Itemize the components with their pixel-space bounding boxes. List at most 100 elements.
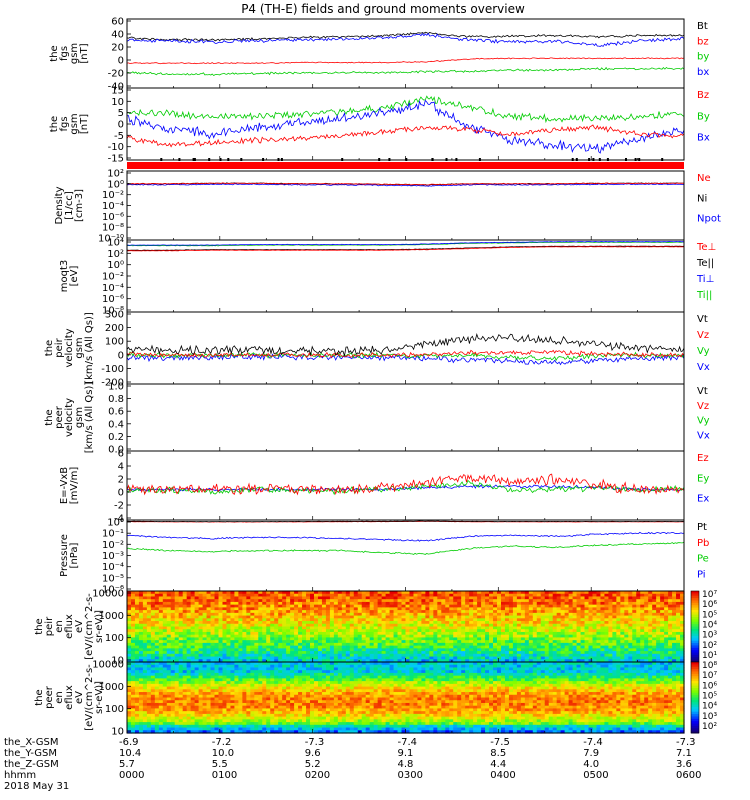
- heatmap-cell: [425, 623, 430, 628]
- heatmap-cell: [652, 631, 657, 636]
- heatmap-cell: [246, 678, 251, 682]
- heatmap-cell: [158, 678, 164, 682]
- heatmap-cell: [130, 692, 136, 696]
- heatmap-cell: [127, 640, 132, 644]
- heatmap-cell: [158, 727, 164, 731]
- heatmap-cell: [580, 626, 586, 630]
- heatmap-cell: [612, 631, 617, 636]
- heatmap-cell: [127, 681, 132, 685]
- heatmap-cell: [512, 653, 518, 658]
- heatmap-cell: [202, 653, 208, 658]
- heatmap-cell: [258, 599, 263, 603]
- heatmap-cell: [206, 629, 212, 633]
- heatmap-cell: [166, 601, 172, 606]
- heatmap-cell: [234, 604, 239, 608]
- heatmap-cell: [329, 640, 335, 644]
- heatmap-cell: [369, 648, 375, 652]
- heatmap-cell: [576, 648, 582, 652]
- heatmap-cell: [222, 705, 228, 710]
- heatmap-cell: [274, 621, 279, 625]
- heatmap-cell: [397, 593, 403, 598]
- heatmap-cell: [130, 708, 136, 712]
- heatmap-cell: [146, 730, 152, 734]
- heatmap-cell: [508, 651, 514, 655]
- heatmap-cell: [465, 615, 470, 619]
- heatmap-cell: [433, 604, 438, 608]
- heatmap-cell: [564, 593, 570, 598]
- heatmap-cell: [508, 615, 514, 619]
- heatmap-cell: [127, 623, 132, 628]
- heatmap-cell: [150, 708, 156, 712]
- heatmap-cell: [222, 642, 228, 647]
- heatmap-cell: [154, 596, 160, 600]
- heatmap-cell: [174, 629, 180, 633]
- heatmap-cell: [313, 596, 319, 600]
- heatmap-cell: [672, 610, 677, 614]
- heatmap-cell: [608, 612, 613, 617]
- heatmap-cell: [353, 593, 359, 598]
- heatmap-cell: [473, 596, 478, 600]
- heatmap-cell: [648, 599, 653, 603]
- series-line: [126, 66, 685, 77]
- heatmap-cell: [142, 626, 148, 630]
- heatmap-cell: [170, 664, 176, 669]
- heatmap-cell: [556, 637, 562, 641]
- heatmap-cell: [190, 610, 196, 614]
- heatmap-cell: [174, 694, 180, 699]
- heatmap-cell: [178, 651, 184, 655]
- heatmap-cell: [325, 601, 331, 606]
- heatmap-cell: [588, 610, 594, 614]
- heatmap-cell: [254, 694, 259, 699]
- heatmap-cell: [417, 607, 423, 611]
- y-axis-label: Density: [54, 186, 65, 224]
- heatmap-cell: [138, 626, 144, 630]
- heatmap-cell: [266, 700, 271, 704]
- y-axis-label: velocity: [64, 398, 75, 437]
- heatmap-cell: [616, 591, 621, 595]
- heatmap-cell: [429, 659, 434, 663]
- heatmap-cell: [250, 711, 255, 715]
- heatmap-cell: [130, 672, 136, 677]
- heatmap-cell: [274, 653, 279, 658]
- heatmap-cell: [512, 631, 518, 636]
- heatmap-cell: [612, 645, 617, 649]
- heatmap-cell: [421, 607, 426, 611]
- heatmap-cell: [246, 621, 251, 625]
- heatmap-cell: [138, 593, 144, 598]
- heatmap-cell: [600, 601, 606, 606]
- heatmap-cell: [576, 640, 582, 644]
- heatmap-cell: [234, 675, 239, 679]
- heatmap-cell: [174, 623, 180, 628]
- heatmap-cell: [234, 678, 239, 682]
- heatmap-cell: [337, 659, 343, 663]
- heatmap-cell: [457, 631, 462, 636]
- heatmap-cell: [127, 667, 132, 671]
- heatmap-cell: [218, 648, 224, 652]
- heatmap-cell: [453, 612, 458, 617]
- heatmap-cell: [620, 607, 625, 611]
- heatmap-cell: [138, 719, 144, 723]
- heatmap-cell: [516, 599, 522, 603]
- heatmap-cell: [198, 662, 204, 666]
- heatmap-cell: [409, 604, 415, 608]
- heatmap-cell: [528, 599, 534, 603]
- heatmap-cell: [158, 596, 164, 600]
- heatmap-cell: [138, 645, 144, 649]
- heatmap-cell: [286, 637, 291, 641]
- heatmap-cell: [377, 651, 383, 655]
- heatmap-cell: [377, 591, 383, 595]
- heatmap-cell: [134, 599, 140, 603]
- heatmap-cell: [397, 637, 403, 641]
- heatmap-cell: [178, 629, 184, 633]
- heatmap-cell: [620, 645, 625, 649]
- heatmap-cell: [146, 662, 152, 666]
- heatmap-cell: [266, 719, 271, 723]
- heatmap-cell: [532, 612, 538, 617]
- heatmap-cell: [544, 653, 550, 658]
- heatmap-cell: [489, 601, 494, 606]
- heatmap-cell: [445, 653, 450, 658]
- heatmap-cell: [612, 607, 617, 611]
- heatmap-cell: [588, 651, 594, 655]
- heatmap-cell: [317, 642, 323, 647]
- heatmap-cell: [134, 593, 140, 598]
